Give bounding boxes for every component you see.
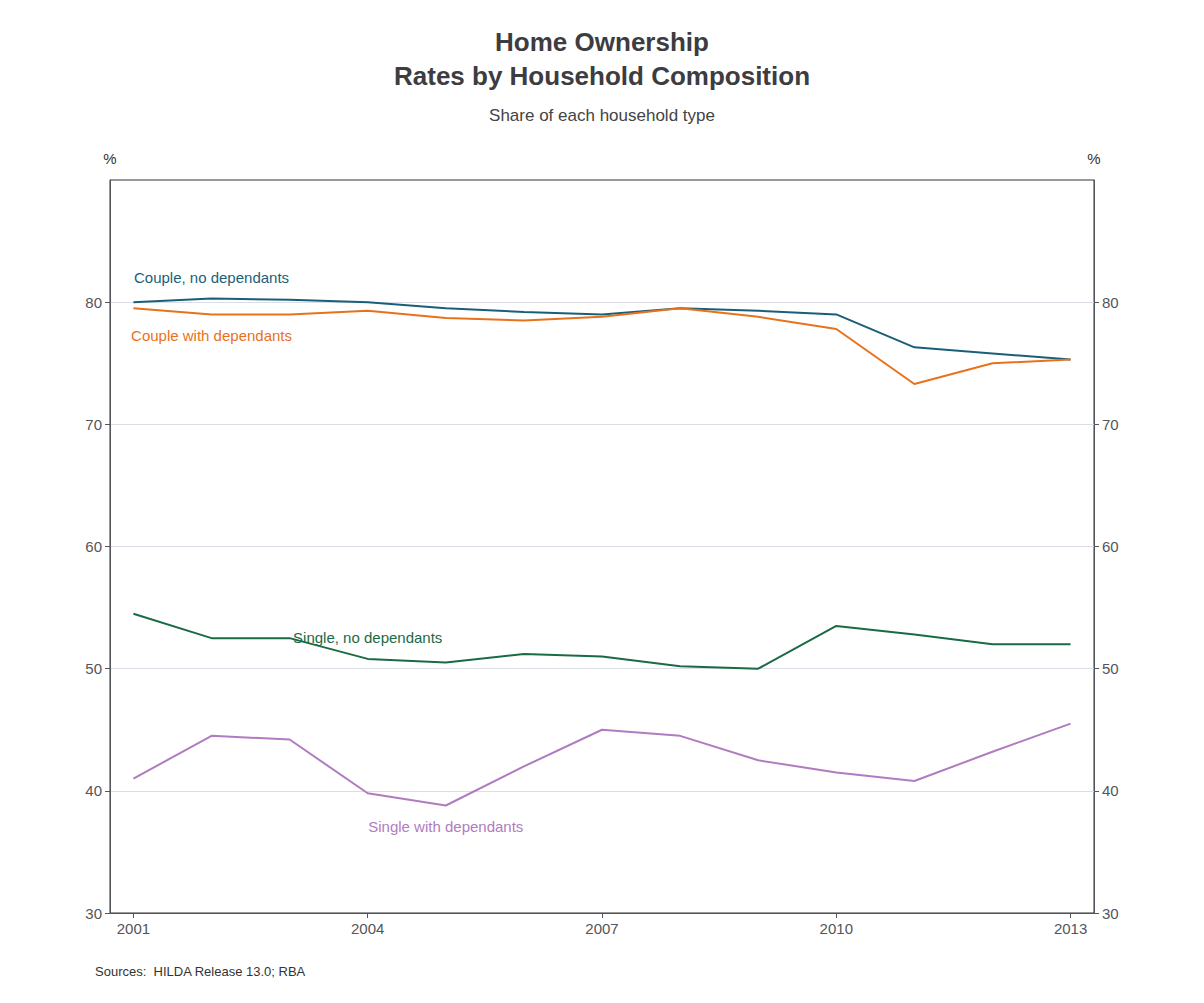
svg-text:Single, no dependants: Single, no dependants xyxy=(293,629,442,646)
svg-text:30: 30 xyxy=(1102,905,1119,922)
svg-text:2001: 2001 xyxy=(117,920,150,937)
svg-text:%: % xyxy=(103,150,116,167)
svg-text:50: 50 xyxy=(85,660,102,677)
svg-text:40: 40 xyxy=(1102,782,1119,799)
svg-text:Sources: HILDA Release 13.0;: Sources: HILDA Release 13.0; RBA xyxy=(95,964,306,979)
svg-text:40: 40 xyxy=(85,782,102,799)
svg-text:2010: 2010 xyxy=(820,920,853,937)
svg-text:50: 50 xyxy=(1102,660,1119,677)
svg-text:70: 70 xyxy=(85,416,102,433)
svg-text:60: 60 xyxy=(85,538,102,555)
svg-text:70: 70 xyxy=(1102,416,1119,433)
svg-text:60: 60 xyxy=(1102,538,1119,555)
svg-text:Couple, no dependants: Couple, no dependants xyxy=(134,269,289,286)
svg-text:Couple with dependants: Couple with dependants xyxy=(131,327,292,344)
svg-text:Share of each household type: Share of each household type xyxy=(489,106,715,125)
svg-text:80: 80 xyxy=(1102,294,1119,311)
svg-text:80: 80 xyxy=(85,294,102,311)
svg-text:2013: 2013 xyxy=(1054,920,1087,937)
svg-text:30: 30 xyxy=(85,905,102,922)
svg-text:2004: 2004 xyxy=(351,920,384,937)
svg-text:Rates by Household Composition: Rates by Household Composition xyxy=(394,61,810,91)
svg-text:Single with dependants: Single with dependants xyxy=(368,818,523,835)
svg-text:%: % xyxy=(1087,150,1100,167)
svg-text:2007: 2007 xyxy=(585,920,618,937)
svg-text:Home Ownership: Home Ownership xyxy=(495,27,709,57)
